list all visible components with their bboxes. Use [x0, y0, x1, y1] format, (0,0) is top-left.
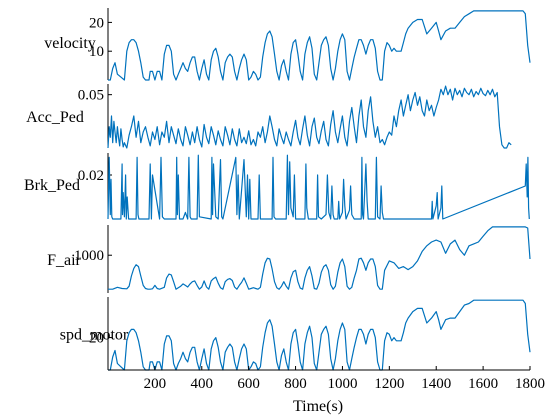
- y-tick-label: 1000: [74, 248, 104, 264]
- x-axis-title: Time(s): [293, 398, 343, 415]
- x-tick-label: 1600: [468, 376, 498, 392]
- series-line-brk-ped: [107, 154, 530, 220]
- x-axis: 200 400 600 800 1000 1200 1400 1600 1800: [108, 366, 545, 392]
- y-tick-label: 10: [89, 44, 104, 60]
- panel-label: velocity: [44, 35, 96, 52]
- series-line-f-air: [108, 226, 531, 290]
- x-tick-label: 200: [144, 376, 167, 392]
- x-tick-label: 1400: [421, 376, 451, 392]
- series-line-spd-motor: [108, 299, 531, 371]
- y-tick-label: 20: [89, 15, 104, 31]
- panel-label: Brk_Ped: [24, 177, 80, 194]
- series-line-velocity: [108, 10, 531, 81]
- y-tick-label: 0.05: [78, 88, 104, 104]
- x-tick-label: 1200: [374, 376, 404, 392]
- panel-label: Acc_Ped: [26, 109, 84, 126]
- x-tick-label: 800: [284, 376, 307, 392]
- x-tick-label: 1000: [327, 376, 357, 392]
- series-line-acc-ped: [107, 85, 512, 149]
- x-tick-label: 1800: [515, 376, 545, 392]
- x-tick-label: 600: [237, 376, 260, 392]
- panel-label: F_air: [47, 252, 81, 269]
- x-tick-label: 400: [191, 376, 214, 392]
- y-tick-label: 0.02: [78, 168, 104, 184]
- panel-velocity: 10 20 velocity: [44, 8, 531, 81]
- chart-panels: 1020velocity0.05Acc_Ped0.02Brk_Ped1000F_…: [24, 8, 531, 371]
- panel-label: spd_motor: [60, 327, 129, 344]
- panel-acc-ped: 0.05 Acc_Ped: [26, 84, 512, 149]
- y-tick-label: 20: [89, 331, 104, 347]
